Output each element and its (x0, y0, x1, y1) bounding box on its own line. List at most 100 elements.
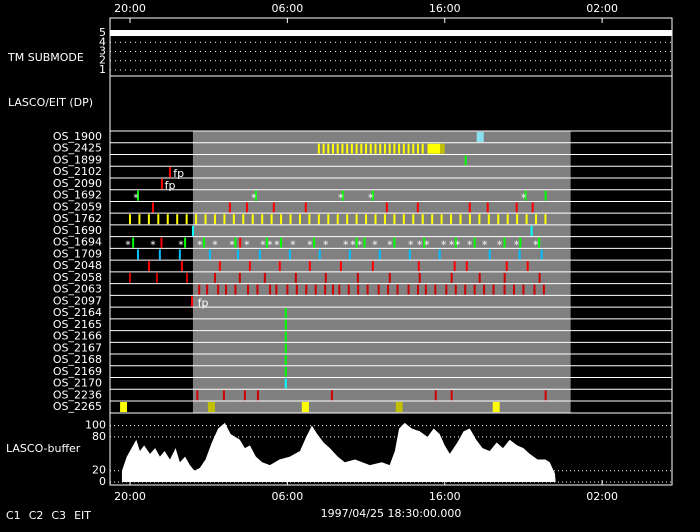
event-tick (284, 366, 287, 377)
event-star: * (260, 239, 266, 252)
event-star: * (357, 239, 363, 252)
event-tick (195, 214, 198, 225)
event-tick (346, 143, 349, 154)
event-tick (330, 390, 333, 401)
y-tick-label: 20 (92, 464, 106, 477)
event-tick (128, 214, 131, 225)
event-tick (544, 390, 547, 401)
event-tick (483, 284, 486, 295)
event-star: * (229, 239, 235, 252)
event-star: * (424, 239, 430, 252)
frame (109, 17, 673, 486)
y-tick-label: 100 (85, 419, 106, 432)
event-tick (224, 284, 227, 295)
event-star: * (212, 239, 218, 252)
event-tick (269, 284, 272, 295)
legend-entry: C3 (51, 509, 66, 522)
event-tick (138, 214, 141, 225)
event-tick (544, 190, 547, 201)
row-label: OS_2090 (53, 177, 102, 190)
event-tick (450, 272, 453, 283)
event-tick (284, 308, 287, 319)
event-tick (402, 214, 405, 225)
event-tick (247, 284, 250, 295)
event-tick (525, 214, 528, 225)
event-tick (402, 143, 405, 154)
y-tick-label: 1 (99, 63, 106, 76)
event-tick (450, 214, 453, 225)
event-tick (313, 237, 316, 248)
event-tick (338, 284, 341, 295)
event-tick (526, 261, 529, 272)
event-tick (198, 284, 201, 295)
event-tick (190, 296, 193, 307)
event-tick (506, 214, 509, 225)
event-tick (348, 249, 351, 260)
x-tick-label: 02:00 (586, 490, 618, 503)
row-label: OS_2102 (53, 165, 102, 178)
event-tick (160, 237, 163, 248)
event-tick (332, 284, 335, 295)
event-tick (454, 237, 457, 248)
event-tick (378, 249, 381, 260)
event-tick (519, 237, 522, 248)
submode-bar (110, 30, 672, 37)
x-tick-label: 20:00 (114, 2, 146, 15)
x-tick-label: 16:00 (429, 490, 461, 503)
event-tick (305, 284, 308, 295)
event-tick (280, 214, 283, 225)
event-tick (531, 202, 534, 213)
event-tick (416, 143, 419, 154)
event-star: * (307, 239, 313, 252)
x-tick-label: 16:00 (429, 2, 461, 15)
event-star: * (323, 239, 329, 252)
event-tick (280, 237, 283, 248)
event-note: fp (173, 167, 184, 180)
event-tick (355, 237, 358, 248)
event-tick (332, 143, 335, 154)
event-tick (417, 261, 420, 272)
event-tick (158, 249, 161, 260)
event-star: * (441, 239, 447, 252)
event-tick (341, 143, 344, 154)
event-tick (284, 331, 287, 342)
event-tick (515, 202, 518, 213)
event-tick (434, 390, 437, 401)
event-block (120, 402, 127, 413)
y-tick-label: 2 (99, 54, 106, 67)
event-tick (522, 284, 525, 295)
event-tick (459, 214, 462, 225)
event-tick (272, 202, 275, 213)
event-tick (185, 214, 188, 225)
y-tick-label: 0 (99, 475, 106, 488)
legend-entry: C1 (6, 509, 21, 522)
event-star: * (350, 239, 356, 252)
event-tick (263, 272, 266, 283)
event-tick (288, 249, 291, 260)
y-tick-label: 80 (92, 430, 106, 443)
row-label: OS_1899 (53, 153, 102, 166)
event-star: * (482, 239, 488, 252)
event-tick (208, 249, 211, 260)
event-tick (217, 284, 220, 295)
y-tick-label: 3 (99, 45, 106, 58)
event-tick (304, 202, 307, 213)
event-tick (453, 261, 456, 272)
row-label: OS_2097 (53, 294, 102, 307)
event-star: * (497, 239, 503, 252)
row-label: OS_1692 (53, 189, 102, 202)
event-star: * (178, 239, 184, 252)
event-tick (166, 214, 169, 225)
event-tick (478, 272, 481, 283)
event-tick (464, 284, 467, 295)
event-tick (289, 214, 292, 225)
row-label: OS_2164 (53, 306, 102, 319)
section-label: LASCO/EIT (DP) (8, 96, 93, 109)
event-star: * (251, 192, 257, 205)
row-label: OS_2167 (53, 341, 102, 354)
event-tick (346, 214, 349, 225)
event-tick (371, 261, 374, 272)
event-tick (540, 249, 543, 260)
event-tick (191, 225, 194, 236)
event-tick (369, 143, 372, 154)
